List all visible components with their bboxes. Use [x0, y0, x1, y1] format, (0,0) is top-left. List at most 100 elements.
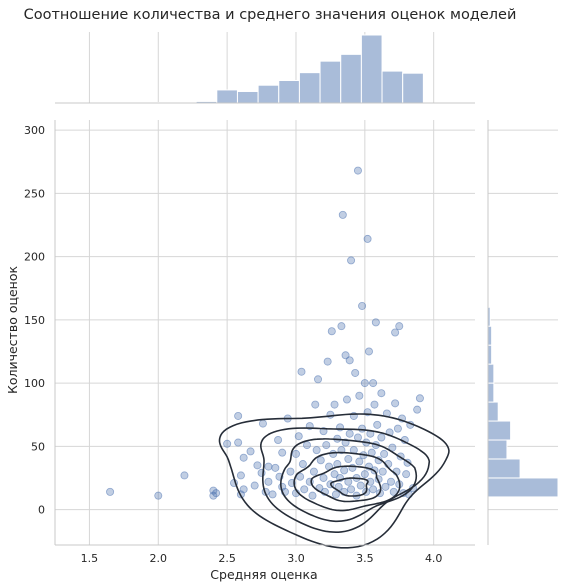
scatter-point — [234, 438, 243, 447]
tick-labels: 1.5 2.0 2.5 3.0 3.5 4.0 0 50 100 150 200 250 300 — [24, 124, 442, 565]
x-tick-label: 1.5 — [81, 552, 99, 565]
scatter-point — [250, 481, 259, 490]
scatter-point — [297, 367, 306, 376]
scatter-point — [353, 433, 362, 442]
scatter-point — [253, 461, 262, 470]
scatter-point — [319, 473, 328, 482]
scatter-point — [345, 356, 354, 365]
y-tick-label: 150 — [24, 314, 45, 327]
x-hist-bar — [381, 70, 404, 104]
scatter-point — [330, 470, 339, 479]
scatter-point — [373, 420, 382, 429]
scatter-point — [338, 210, 347, 219]
scatter-point — [360, 470, 369, 479]
scatter-point — [327, 327, 336, 336]
scatter-point — [331, 490, 340, 499]
scatter-point — [309, 467, 318, 476]
y-tick-label: 250 — [24, 187, 45, 200]
y-hist-bar — [487, 420, 512, 441]
scatter-point — [180, 471, 189, 480]
y-hist-bar — [487, 363, 495, 384]
scatter-point — [302, 441, 311, 450]
scatter-point — [391, 328, 400, 337]
scatter-point — [370, 400, 379, 409]
scatter-point — [391, 399, 400, 408]
x-hist-bar — [319, 60, 342, 104]
scatter-point — [366, 477, 375, 486]
kde-contour-line — [260, 427, 431, 533]
scatter-point — [371, 318, 380, 327]
kde-contour-line — [329, 477, 369, 497]
scatter-point — [311, 400, 320, 409]
y-hist-bar — [487, 344, 493, 365]
scatter-point — [314, 375, 323, 384]
top-marginal-histogram — [55, 32, 475, 104]
scatter-point — [347, 256, 356, 265]
scatter-point — [377, 389, 386, 398]
scatter-point — [308, 491, 317, 500]
scatter-point — [234, 411, 243, 420]
scatter-point — [246, 447, 255, 456]
scatter-point — [296, 472, 305, 481]
x-hist-bar — [298, 72, 321, 104]
kde-contour-line — [218, 413, 450, 549]
scatter-points — [106, 166, 424, 500]
scatter-point — [402, 470, 411, 479]
scatter-point — [274, 436, 283, 445]
x-hist-bar — [216, 89, 238, 104]
scatter-point — [239, 453, 248, 462]
right-marginal-histogram — [487, 120, 559, 545]
scatter-point — [323, 357, 332, 366]
scatter-point — [106, 487, 115, 496]
x-hist-bar — [340, 53, 362, 104]
scatter-point — [345, 429, 354, 438]
scatter-point — [347, 485, 356, 494]
kde-contour-line — [310, 465, 382, 503]
scatter-point — [258, 419, 267, 428]
x-tick-label: 2.0 — [150, 552, 168, 565]
scatter-point — [360, 379, 369, 388]
kde-contours — [218, 413, 450, 549]
x-tick-label: 3.5 — [356, 552, 374, 565]
scatter-point — [236, 471, 245, 480]
x-hist-bar — [236, 90, 259, 104]
scatter-point — [364, 347, 373, 356]
chart-title: Соотношение количества и среднего значен… — [24, 7, 517, 23]
y-hist-bar — [487, 439, 508, 460]
scatter-point — [348, 463, 357, 472]
scatter-point — [353, 166, 362, 175]
x-axis-label: Средняя оценка — [210, 567, 317, 582]
scatter-point — [239, 485, 248, 494]
scatter-point — [341, 351, 350, 360]
scatter-point — [344, 454, 353, 463]
scatter-point — [268, 490, 277, 499]
scatter-point — [264, 477, 273, 486]
scatter-point — [300, 485, 309, 494]
y-tick-label: 50 — [31, 440, 45, 453]
scatter-point — [294, 432, 303, 441]
scatter-point — [415, 394, 424, 403]
kde-contour-line — [279, 438, 418, 523]
scatter-point — [369, 379, 378, 388]
y-tick-label: 200 — [24, 251, 45, 264]
y-hist-bar — [487, 477, 559, 498]
y-hist-bar — [487, 458, 521, 479]
x-hist-bar — [278, 80, 300, 104]
scatter-point — [342, 395, 351, 404]
scatter-point — [329, 449, 338, 458]
scatter-point — [326, 410, 335, 419]
scatter-point — [271, 463, 280, 472]
scatter-point — [312, 446, 321, 455]
y-hist-bar — [487, 382, 495, 403]
scatter-point — [264, 462, 273, 471]
scatter-point — [351, 368, 360, 377]
main-axes — [54, 120, 475, 546]
x-hist-bar — [402, 72, 424, 104]
scatter-point — [286, 467, 295, 476]
scatter-point — [291, 449, 300, 458]
x-tick-label: 4.0 — [425, 552, 443, 565]
y-tick-label: 100 — [24, 377, 45, 390]
scatter-point — [212, 489, 221, 498]
main-grid — [55, 120, 475, 545]
